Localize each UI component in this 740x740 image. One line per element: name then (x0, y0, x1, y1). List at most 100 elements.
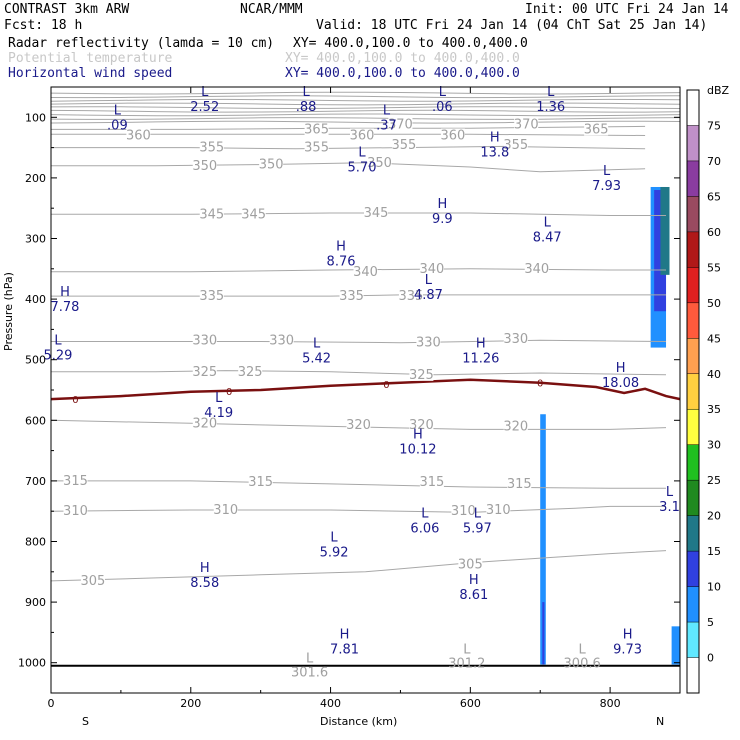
colorbar-frame (686, 89, 700, 694)
theta-label: 305 (81, 574, 106, 589)
theta-label: 370 (388, 118, 413, 133)
colorbar-label: 55 (707, 261, 721, 274)
field1-xy: XY= 400.0,100.0 to 400.0,400.0 (293, 36, 528, 51)
theta-label: 360 (440, 128, 465, 143)
theta-label-bg (584, 122, 609, 136)
theta-contour-320 (50, 419, 667, 430)
theta-label-bg (192, 333, 217, 347)
colorbar-swatch (687, 444, 699, 481)
wind-extremum-value: .37 (376, 118, 397, 133)
wind-extremum-value: 1.36 (536, 100, 565, 115)
wind-extremum-hl: L (421, 506, 429, 521)
x-tick-label: 200 (180, 697, 201, 710)
theta-label: 335 (339, 289, 364, 304)
theta-label: 310 (63, 504, 88, 519)
theta-contour-upper (50, 91, 681, 95)
field2-xy: XY= 400.0,100.0 to 400.0,400.0 (285, 51, 520, 66)
theta-label: 355 (503, 138, 528, 153)
theta-label-bg (458, 557, 483, 571)
freezing-level-line: 0 0 0 0 (50, 378, 681, 667)
theta-label: 360 (126, 128, 151, 143)
theta-label: 320 (409, 418, 434, 433)
plot-frame (50, 86, 681, 694)
y-tick-label: 300 (25, 233, 46, 246)
colorbar-unit: dBZ (707, 84, 730, 97)
theta-extremum-value: 300.6 (564, 657, 601, 672)
wind-extremum-value: 4.19 (204, 406, 233, 421)
theta-contour-upper (50, 106, 681, 110)
theta-label: 370 (514, 118, 539, 133)
theta-label-bg (367, 155, 392, 169)
y-tick-label: 200 (25, 172, 46, 185)
colorbar-label: 70 (707, 155, 721, 168)
colorbar-swatch (687, 125, 699, 162)
theta-label-bg (248, 475, 273, 489)
theta-label: 340 (524, 262, 549, 277)
theta-extremum-value: 301.2 (448, 657, 485, 672)
y-axis-label: Pressure (hPa) (2, 272, 15, 351)
theta-label-bg (507, 476, 532, 490)
theta-contour-325 (51, 370, 667, 376)
theta-label-bg (524, 261, 549, 275)
theta-contour-upper (50, 113, 681, 117)
wind-extremum-hl: L (330, 531, 338, 546)
colorbar-label: 65 (707, 190, 721, 203)
colorbar-swatch (687, 302, 699, 339)
wind-extremum-value: 8.58 (190, 576, 219, 591)
wind-extremum-hl: L (54, 334, 62, 349)
wind-extremum-value: 9.73 (613, 642, 642, 657)
theta-contour-340 (51, 268, 666, 273)
theta-label: 335 (199, 289, 224, 304)
wind-extremum-value: 5.70 (348, 161, 377, 176)
theta-label-bg (269, 333, 294, 347)
theta-label-bg (503, 419, 528, 433)
theta-label-bg (192, 364, 217, 378)
theta-label: 315 (63, 474, 88, 489)
theta-contour-upper (50, 109, 681, 113)
reflectivity-patch (540, 414, 546, 665)
direction-south: S (82, 715, 89, 728)
wind-extremum-value: 8.61 (459, 588, 488, 603)
theta-label-bg (409, 367, 434, 381)
theta-label: 310 (486, 503, 511, 518)
theta-label: 340 (353, 265, 378, 280)
theta-label: 330 (503, 332, 528, 347)
colorbar-label: 75 (707, 119, 721, 132)
theta-label: 320 (346, 418, 371, 433)
theta-label: 365 (304, 122, 329, 137)
freezing-line-label: 0 (226, 387, 232, 398)
theta-label-bg (416, 335, 441, 349)
theta-label: 330 (269, 333, 294, 348)
wind-extremum-value: 7.81 (330, 642, 359, 657)
theta-label-bg (346, 418, 371, 432)
y-tick-label: 800 (25, 536, 46, 549)
x-tick-label: 0 (48, 697, 55, 710)
freezing-line-label: 0 (72, 395, 78, 406)
reflectivity-patch (654, 190, 667, 312)
x-tick-label: 800 (600, 697, 621, 710)
theta-label-bg (398, 289, 423, 303)
theta-contour-upper (50, 98, 681, 102)
colorbar-swatch (687, 409, 699, 446)
theta-label: 355 (199, 141, 224, 156)
wind-extremum-hl: L (313, 337, 321, 352)
direction-north: N (656, 715, 664, 728)
colorbar-swatch (687, 622, 699, 659)
colorbar-label: 45 (707, 332, 721, 345)
theta-contour-315 (51, 480, 666, 489)
wind-extremum-hl: L (425, 273, 433, 288)
colorbar-label: 20 (707, 510, 721, 523)
theta-label-bg (126, 128, 151, 142)
theta-label: 365 (584, 122, 609, 137)
wind-extremum-hl: H (476, 337, 486, 352)
theta-label: 350 (367, 156, 392, 171)
wind-extremum-value: 2.52 (190, 100, 219, 115)
theta-contour-upper (50, 120, 681, 124)
reflectivity-patch (542, 602, 545, 665)
colorbar-swatch (687, 160, 699, 197)
theta-label-bg (304, 140, 329, 154)
wind-extremum-hl: H (490, 131, 500, 146)
theta-label-bg (63, 504, 88, 518)
wind-extremum-value: 5.97 (463, 521, 492, 536)
